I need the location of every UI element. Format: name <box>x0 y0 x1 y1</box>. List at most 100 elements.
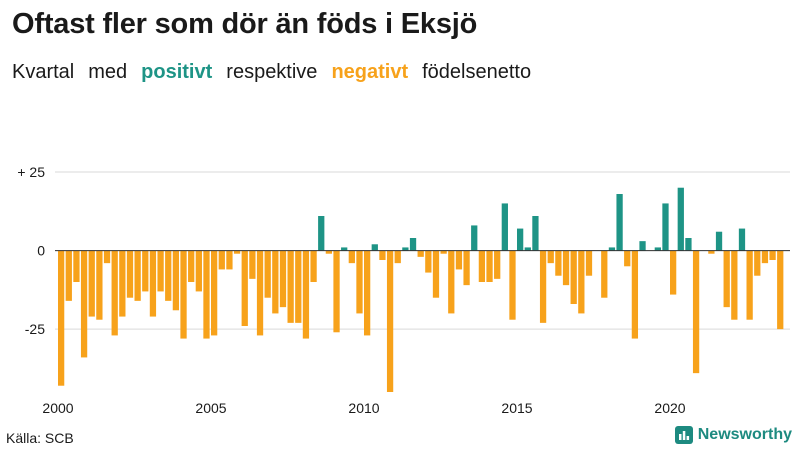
chart-subtitle: Kvartal med positivt respektive negativt föde… <box>12 61 545 84</box>
bar <box>386 250 394 392</box>
bar <box>119 250 126 317</box>
bar <box>165 250 172 301</box>
bar <box>103 250 111 264</box>
bar <box>494 250 501 279</box>
bar <box>555 250 562 276</box>
bar <box>180 250 187 339</box>
bar <box>463 250 470 286</box>
bar <box>302 250 310 339</box>
bar <box>486 250 493 282</box>
bar <box>310 250 317 282</box>
x-tick-label: 2015 <box>501 400 532 416</box>
bar <box>532 216 539 251</box>
bar <box>264 250 271 298</box>
bar <box>188 250 195 282</box>
bar <box>708 250 715 254</box>
bar <box>547 250 554 264</box>
bar <box>111 250 118 336</box>
bar <box>715 231 723 251</box>
brand-name: Newsworthy <box>697 426 792 443</box>
bar <box>761 250 769 264</box>
bar <box>341 247 348 251</box>
bar <box>746 250 753 320</box>
bar <box>371 244 378 251</box>
bar <box>471 225 478 251</box>
bar <box>631 250 639 339</box>
bar <box>172 250 180 311</box>
bar <box>80 250 88 358</box>
x-tick-label: 2020 <box>654 400 685 416</box>
bar <box>601 250 608 298</box>
bar <box>233 250 241 254</box>
bar <box>539 250 547 323</box>
bar <box>126 250 134 298</box>
bar <box>356 250 363 314</box>
bar <box>425 250 432 273</box>
bar <box>96 250 103 320</box>
bar <box>654 247 661 251</box>
bar <box>241 250 248 326</box>
bar <box>670 250 677 295</box>
bar <box>394 250 401 264</box>
bar <box>379 250 386 260</box>
bar <box>517 228 524 251</box>
bar <box>639 241 646 251</box>
bar <box>624 250 631 267</box>
bar <box>256 250 264 336</box>
bar <box>249 250 256 279</box>
bar <box>325 250 333 254</box>
bar <box>585 250 593 276</box>
bar <box>616 194 623 251</box>
bar <box>731 250 738 320</box>
subtitle-word: födelsenetto <box>422 61 532 83</box>
bar <box>318 216 325 251</box>
bar <box>348 250 355 264</box>
bar <box>272 250 279 314</box>
bar <box>203 250 210 339</box>
y-tick-label: + 25 <box>17 164 45 180</box>
bar <box>455 250 463 270</box>
bar <box>287 250 294 323</box>
bar-chart-icon <box>674 426 693 444</box>
bar <box>738 228 746 251</box>
bar <box>226 250 233 270</box>
subtitle-positive-word: positivt <box>141 61 213 83</box>
bar <box>570 250 577 304</box>
bar <box>578 250 585 314</box>
bar <box>608 247 616 251</box>
bar <box>562 250 570 286</box>
bar <box>777 250 784 330</box>
bar <box>409 238 417 251</box>
bar <box>440 250 447 254</box>
subtitle-word: respektive <box>226 61 318 83</box>
bar <box>662 203 669 251</box>
bar <box>195 250 202 292</box>
x-tick-label: 2000 <box>42 400 73 416</box>
bar <box>402 247 409 251</box>
bar <box>509 250 516 320</box>
source-note: Källa: SCB <box>6 430 74 446</box>
bar <box>58 250 65 386</box>
subtitle-negative-word: negativt <box>331 61 409 83</box>
bar <box>769 250 776 260</box>
bar <box>333 250 340 333</box>
bar <box>295 250 302 323</box>
bar <box>501 203 508 251</box>
bar <box>134 250 141 301</box>
bar <box>211 250 218 336</box>
brand-logo: Newsworthy <box>674 426 792 444</box>
subtitle-word: med <box>88 61 128 83</box>
bar <box>218 250 225 270</box>
bar <box>364 250 371 336</box>
x-tick-label: 2005 <box>195 400 226 416</box>
subtitle-word: Kvartal <box>12 61 75 83</box>
y-tick-label: 0 <box>37 243 45 259</box>
bar <box>432 250 440 298</box>
bar <box>142 250 149 292</box>
bar <box>448 250 455 314</box>
bar <box>754 250 761 276</box>
bar <box>723 250 730 308</box>
chart-title: Oftast fler som dör än föds i Eksjö <box>12 8 478 40</box>
bar <box>524 247 531 251</box>
